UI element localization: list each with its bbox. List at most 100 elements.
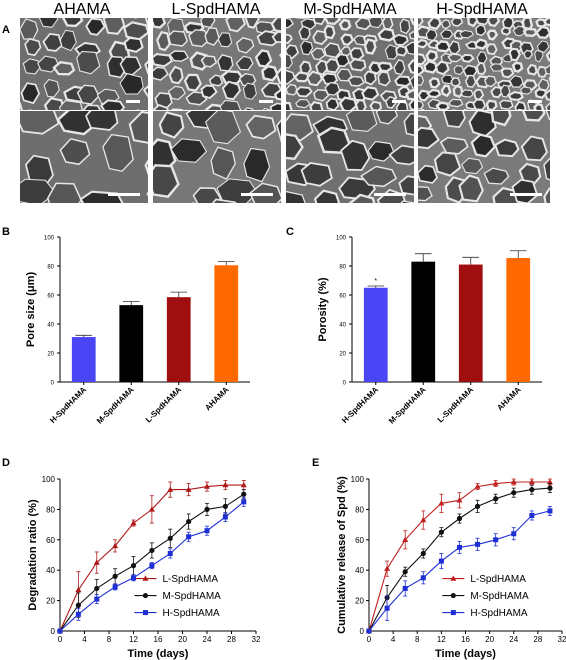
data-point (204, 506, 210, 512)
data-point (456, 497, 463, 503)
scale-bar (126, 100, 140, 103)
data-point (112, 573, 118, 579)
x-tick-label: 8 (415, 635, 420, 644)
data-point (438, 500, 445, 506)
legend-label: L-SpdHAMA (470, 574, 526, 585)
data-point (142, 592, 149, 599)
data-point (241, 499, 247, 505)
data-point (204, 483, 210, 489)
data-point (475, 541, 481, 547)
data-point (450, 592, 456, 599)
data-point (112, 542, 119, 549)
series-h-spdhama (57, 496, 247, 634)
data-point (366, 628, 372, 634)
sem-image-2-2 (153, 111, 281, 203)
y-axis-label: Cumulative release of Spd (%) (336, 476, 348, 634)
data-point (438, 558, 444, 564)
data-point (456, 515, 463, 522)
data-point (57, 628, 63, 634)
data-point (492, 480, 499, 486)
y-tick-label: 60 (47, 294, 54, 300)
data-point (204, 528, 210, 534)
x-tick-label: 20 (485, 635, 494, 644)
series-m-spdhama (57, 489, 247, 634)
series-h-spdhama (366, 505, 553, 634)
data-point (493, 537, 499, 543)
series-line (368, 510, 551, 632)
data-point (474, 503, 481, 509)
sem-title-h-spdhama: H-SpdHAMA (436, 1, 528, 18)
x-tick-label: 32 (558, 635, 566, 644)
x-tick-label: 24 (509, 635, 518, 644)
x-axis-label: Time (days) (128, 648, 189, 660)
y-tick-label: 20 (46, 597, 55, 606)
data-point (547, 485, 553, 491)
data-point (420, 516, 427, 523)
x-tick-label: 4 (391, 635, 396, 644)
y-tick-label: 40 (339, 323, 346, 329)
y-axis-label: Pore size (μm) (25, 272, 37, 348)
data-point (402, 536, 409, 542)
panel-letter-a: A (2, 24, 10, 36)
data-point (474, 483, 481, 489)
chart-d: 0 20 40 60 80 100 0 4 8 12 16 20 24 28 32 Time (days) De… (27, 475, 261, 660)
data-point (366, 628, 372, 634)
data-point (149, 563, 155, 569)
sem-title-ahama: AHAMA (53, 1, 111, 18)
series-line (59, 493, 245, 632)
data-point (384, 565, 391, 571)
y-tick-label: 80 (355, 505, 364, 514)
legend-label: H-SpdHAMA (162, 608, 220, 619)
bar-l-spdhama (458, 264, 483, 382)
data-point (222, 503, 228, 509)
y-tick-label: 40 (355, 566, 364, 575)
data-point (546, 478, 553, 485)
data-point (510, 478, 517, 485)
x-tick-label: H-SpdHAMA (48, 385, 88, 425)
data-point (240, 481, 247, 488)
data-point (402, 585, 408, 591)
x-tick-label: 16 (461, 635, 470, 644)
sem-title-m-spdhama: M-SpdHAMA (303, 1, 397, 18)
y-tick-label: 0 (51, 627, 56, 636)
x-tick-label: 28 (533, 635, 542, 644)
data-point (420, 550, 426, 557)
data-point (94, 596, 100, 602)
data-point (149, 547, 155, 554)
y-tick-label: 80 (339, 265, 346, 271)
scale-bar (259, 100, 273, 103)
data-point (94, 585, 100, 592)
y-tick-label: 100 (44, 236, 55, 242)
scale-bar (510, 193, 542, 196)
sem-image-2-3 (286, 111, 414, 203)
data-point (384, 605, 390, 611)
x-tick-label: H-SpdHAMA (340, 385, 380, 425)
data-point (438, 529, 444, 535)
data-point (57, 627, 63, 634)
bar-m-spdhama (411, 261, 436, 382)
data-point (186, 534, 192, 540)
y-tick-label: 80 (47, 265, 54, 271)
panel-letter-c: C (286, 226, 294, 238)
x-tick-label: M-SpdHAMA (387, 385, 428, 426)
panel-letter-e: E (312, 457, 320, 469)
data-point (547, 508, 553, 514)
y-tick-label: 40 (47, 323, 54, 329)
data-point (131, 575, 136, 581)
sem-image-2-4 (418, 111, 550, 203)
y-axis-label: Degradation ratio (%) (27, 499, 39, 611)
scale-bar (108, 193, 140, 196)
x-tick-label: 12 (129, 635, 138, 644)
x-tick-label: AHAMA (495, 385, 523, 413)
chart-c: 0 20 40 60 80 100 Porosity (%) H-SpdHAMA M-SpdHA… (317, 236, 542, 426)
sem-image-1-2 (153, 18, 281, 110)
y-tick-label: 0 (343, 381, 347, 387)
data-point (241, 491, 247, 497)
data-point (222, 514, 228, 520)
y-tick-label: 60 (46, 536, 55, 545)
x-tick-label: 4 (82, 635, 87, 644)
bar-ahama (214, 265, 239, 382)
data-point (222, 481, 229, 488)
series-m-spdhama (366, 483, 553, 634)
legend-label: M-SpdHAMA (162, 591, 221, 602)
